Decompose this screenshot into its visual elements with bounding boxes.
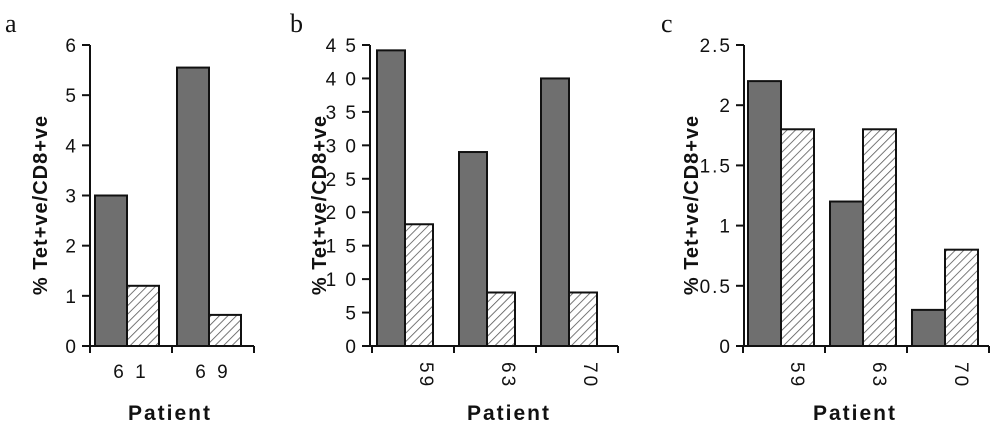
y-tick-label-b: 2 0 xyxy=(326,203,358,224)
bar-b-70-dark xyxy=(540,77,570,347)
y-tick-label-a: 3 xyxy=(65,187,78,208)
y-tick-label-b: 1 0 xyxy=(326,270,358,291)
bar-c-63-dark xyxy=(829,200,864,347)
x-tick-label-b: 70 xyxy=(579,362,600,389)
y-tick-label-a: 2 xyxy=(65,237,78,258)
bar-c-63-hatched xyxy=(862,128,897,347)
y-tick-label-c: 1.5 xyxy=(700,156,732,177)
bar-c-59-dark xyxy=(747,80,782,348)
bar-c-70-hatched xyxy=(944,248,979,347)
y-tick-label-a: 5 xyxy=(65,86,78,107)
y-tick-label-b: 1 5 xyxy=(326,237,358,258)
y-axis-title-c: % Tet+ve/CD8+ve xyxy=(681,115,703,295)
x-tick-label-a: 6 1 xyxy=(113,362,148,383)
y-tick-label-a: 6 xyxy=(65,36,78,57)
bar-a-61-dark xyxy=(94,194,128,347)
y-tick-label-b: 3 5 xyxy=(326,103,358,124)
bar-b-63-dark xyxy=(458,151,488,347)
bar-a-61-hatched xyxy=(126,284,160,347)
bar-b-59-hatched xyxy=(404,223,434,347)
x-tick-label-c: 70 xyxy=(950,362,971,389)
x-tick-label-c: 59 xyxy=(786,362,807,389)
x-axis-title-b: Patient xyxy=(467,402,551,425)
y-tick-label-a: 0 xyxy=(65,337,78,358)
bar-c-70-dark xyxy=(911,308,946,348)
chart-panel-b: b % Tet+ve/CD8+ve Patient 0 5 1 0 1 5 2 0 2 5… xyxy=(290,9,619,425)
panel-letter-b: b xyxy=(290,9,303,38)
y-tick-label-b: 0 xyxy=(345,337,358,358)
y-tick-label-b: 4 0 xyxy=(326,69,358,90)
y-tick-label-b: 5 xyxy=(345,304,358,325)
x-tick-label-b: 63 xyxy=(497,362,518,389)
y-tick-label-b: 3 0 xyxy=(326,136,358,157)
y-tick-label-c: 0.5 xyxy=(700,277,732,298)
panel-letter-a: a xyxy=(5,9,17,38)
x-tick-label-b: 59 xyxy=(415,362,436,389)
bar-a-69-hatched xyxy=(208,313,242,347)
x-tick-label-a: 6 9 xyxy=(195,362,230,383)
x-tick-label-c: 63 xyxy=(868,362,889,389)
bar-b-63-hatched xyxy=(486,291,516,348)
bar-a-69-dark xyxy=(176,66,210,347)
y-axis-title-b: % Tet+ve/CD8+ve xyxy=(309,115,331,295)
y-tick-label-a: 1 xyxy=(65,287,78,308)
y-tick-label-c: 1 xyxy=(719,217,732,238)
y-tick-label-c: 2 xyxy=(719,96,732,117)
y-tick-label-b: 2 5 xyxy=(326,170,358,191)
x-axis-title-a: Patient xyxy=(128,402,212,425)
y-tick-label-c: 0 xyxy=(719,337,732,358)
y-tick-label-a: 4 xyxy=(65,136,78,157)
bar-b-59-dark xyxy=(376,49,406,348)
chart-panel-a: a % Tet+ve/CD8+ve Patient 0 1 2 3 4 5 6 6 1 6 9 xyxy=(5,9,255,425)
bar-b-70-hatched xyxy=(568,291,598,348)
bar-c-59-hatched xyxy=(780,128,815,347)
chart-panel-c: c % Tet+ve/CD8+ve Patient 0 0.5 1 1.5 2 2.5 59… xyxy=(661,9,990,425)
y-tick-label-c: 2.5 xyxy=(700,36,732,57)
x-axis-title-c: Patient xyxy=(813,402,897,425)
y-tick-label-b: 4 5 xyxy=(326,36,358,57)
y-axis-title-a: % Tet+ve/CD8+ve xyxy=(30,115,52,295)
panel-letter-c: c xyxy=(661,9,673,38)
